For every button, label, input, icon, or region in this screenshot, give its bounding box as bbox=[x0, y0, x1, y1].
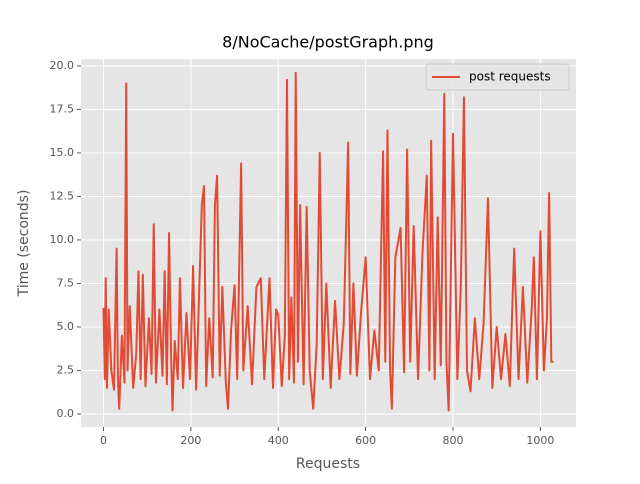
y-tick-label: 17.5 bbox=[50, 102, 75, 115]
x-axis-label: Requests bbox=[296, 456, 360, 472]
x-tick-label: 0 bbox=[100, 434, 107, 447]
x-tick-label: 200 bbox=[180, 434, 201, 447]
x-tick-label: 400 bbox=[268, 434, 289, 447]
y-tick-label: 10.0 bbox=[50, 233, 75, 246]
y-tick-label: 5.0 bbox=[57, 320, 75, 333]
chart-title: 8/NoCache/postGraph.png bbox=[222, 33, 434, 52]
y-tick-label: 0.0 bbox=[57, 407, 75, 420]
legend-label: post requests bbox=[469, 70, 551, 84]
y-tick-label: 20.0 bbox=[50, 59, 75, 72]
data-line bbox=[102, 71, 554, 412]
x-tick-label: 800 bbox=[443, 434, 464, 447]
y-tick-label: 7.5 bbox=[57, 276, 75, 289]
y-tick-label: 15.0 bbox=[50, 146, 75, 159]
y-tick-label: 12.5 bbox=[50, 189, 75, 202]
y-tick-label: 2.5 bbox=[57, 363, 75, 376]
x-tick-label: 1000 bbox=[526, 434, 554, 447]
legend-box bbox=[425, 63, 570, 91]
x-tick-label: 600 bbox=[355, 434, 376, 447]
y-axis-label: Time (seconds) bbox=[16, 190, 32, 298]
